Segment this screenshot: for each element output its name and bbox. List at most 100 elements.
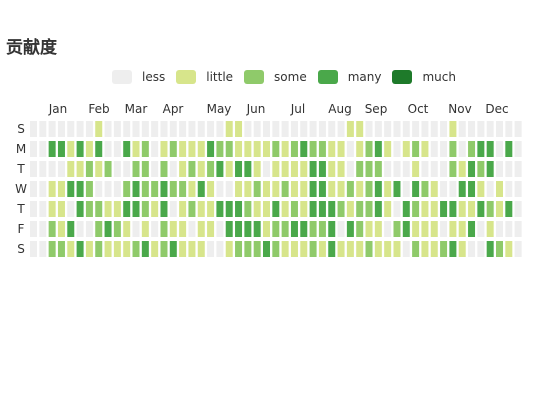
heatmap-cell[interactable]: [95, 241, 103, 257]
heatmap-cell[interactable]: [356, 201, 364, 217]
heatmap-cell[interactable]: [505, 181, 513, 197]
heatmap-cell[interactable]: [430, 201, 438, 217]
heatmap-cell[interactable]: [30, 241, 37, 257]
heatmap-cell[interactable]: [179, 241, 187, 257]
legend-item-less[interactable]: less: [112, 70, 165, 84]
heatmap-cell[interactable]: [505, 121, 513, 137]
heatmap-cell[interactable]: [318, 241, 326, 257]
heatmap-cell[interactable]: [393, 241, 401, 257]
heatmap-cell[interactable]: [514, 221, 522, 237]
heatmap-cell[interactable]: [300, 201, 308, 217]
heatmap-cell[interactable]: [113, 121, 121, 137]
heatmap-cell[interactable]: [458, 121, 466, 137]
heatmap-cell[interactable]: [104, 181, 112, 197]
heatmap-cell[interactable]: [374, 141, 382, 157]
heatmap-cell[interactable]: [477, 201, 485, 217]
heatmap-cell[interactable]: [67, 201, 75, 217]
heatmap-cell[interactable]: [393, 141, 401, 157]
heatmap-cell[interactable]: [57, 181, 65, 197]
heatmap-cell[interactable]: [374, 241, 382, 257]
heatmap-cell[interactable]: [76, 201, 84, 217]
heatmap-cell[interactable]: [393, 181, 401, 197]
heatmap-cell[interactable]: [272, 181, 280, 197]
heatmap-cell[interactable]: [30, 181, 37, 197]
heatmap-cell[interactable]: [384, 201, 392, 217]
heatmap-cell[interactable]: [318, 181, 326, 197]
heatmap-cell[interactable]: [235, 241, 243, 257]
heatmap-cell[interactable]: [356, 221, 364, 237]
heatmap-cell[interactable]: [188, 181, 196, 197]
heatmap-cell[interactable]: [365, 161, 373, 177]
heatmap-cell[interactable]: [123, 161, 131, 177]
heatmap-cell[interactable]: [160, 221, 168, 237]
heatmap-cell[interactable]: [421, 241, 429, 257]
heatmap-cell[interactable]: [496, 161, 503, 177]
heatmap-cell[interactable]: [151, 141, 159, 157]
heatmap-cell[interactable]: [468, 141, 476, 157]
heatmap-cell[interactable]: [160, 241, 168, 257]
heatmap-cell[interactable]: [505, 201, 513, 217]
heatmap-cell[interactable]: [141, 141, 149, 157]
heatmap-cell[interactable]: [440, 161, 448, 177]
heatmap-cell[interactable]: [449, 121, 457, 137]
heatmap-cell[interactable]: [216, 241, 224, 257]
heatmap-cell[interactable]: [290, 141, 298, 157]
heatmap-cell[interactable]: [514, 201, 522, 217]
heatmap-cell[interactable]: [421, 201, 429, 217]
heatmap-cell[interactable]: [309, 121, 317, 137]
heatmap-cell[interactable]: [225, 201, 233, 217]
heatmap-cell[interactable]: [123, 201, 131, 217]
heatmap-cell[interactable]: [440, 241, 448, 257]
heatmap-cell[interactable]: [39, 181, 47, 197]
heatmap-cell[interactable]: [514, 121, 522, 137]
heatmap-cell[interactable]: [207, 181, 215, 197]
heatmap-cell[interactable]: [179, 161, 187, 177]
heatmap-cell[interactable]: [318, 121, 326, 137]
heatmap-cell[interactable]: [263, 201, 270, 217]
heatmap-cell[interactable]: [365, 201, 373, 217]
heatmap-cell[interactable]: [263, 121, 270, 137]
heatmap-cell[interactable]: [337, 181, 345, 197]
heatmap-cell[interactable]: [244, 181, 252, 197]
heatmap-cell[interactable]: [141, 121, 149, 137]
heatmap-cell[interactable]: [123, 181, 131, 197]
heatmap-cell[interactable]: [458, 181, 466, 197]
heatmap-cell[interactable]: [514, 141, 522, 157]
heatmap-cell[interactable]: [132, 141, 140, 157]
heatmap-cell[interactable]: [85, 221, 93, 237]
heatmap-cell[interactable]: [468, 241, 476, 257]
heatmap-cell[interactable]: [514, 181, 522, 197]
heatmap-cell[interactable]: [169, 181, 177, 197]
heatmap-cell[interactable]: [85, 201, 93, 217]
heatmap-cell[interactable]: [216, 221, 224, 237]
heatmap-cell[interactable]: [346, 161, 354, 177]
heatmap-cell[interactable]: [30, 201, 37, 217]
heatmap-cell[interactable]: [412, 121, 420, 137]
heatmap-cell[interactable]: [67, 221, 75, 237]
heatmap-cell[interactable]: [309, 141, 317, 157]
heatmap-cell[interactable]: [458, 161, 466, 177]
heatmap-cell[interactable]: [216, 181, 224, 197]
heatmap-cell[interactable]: [272, 201, 280, 217]
heatmap-cell[interactable]: [179, 121, 187, 137]
heatmap-cell[interactable]: [85, 141, 93, 157]
heatmap-cell[interactable]: [95, 121, 103, 137]
heatmap-cell[interactable]: [235, 141, 243, 157]
heatmap-cell[interactable]: [337, 201, 345, 217]
heatmap-cell[interactable]: [337, 141, 345, 157]
heatmap-cell[interactable]: [225, 181, 233, 197]
heatmap-cell[interactable]: [318, 201, 326, 217]
heatmap-cell[interactable]: [300, 181, 308, 197]
heatmap-cell[interactable]: [486, 121, 494, 137]
heatmap-cell[interactable]: [225, 141, 233, 157]
heatmap-cell[interactable]: [151, 121, 159, 137]
heatmap-cell[interactable]: [290, 181, 298, 197]
heatmap-cell[interactable]: [440, 121, 448, 137]
heatmap-cell[interactable]: [346, 121, 354, 137]
heatmap-cell[interactable]: [384, 221, 392, 237]
heatmap-cell[interactable]: [95, 201, 103, 217]
heatmap-cell[interactable]: [67, 241, 75, 257]
heatmap-cell[interactable]: [169, 201, 177, 217]
heatmap-cell[interactable]: [384, 241, 392, 257]
heatmap-cell[interactable]: [402, 221, 410, 237]
